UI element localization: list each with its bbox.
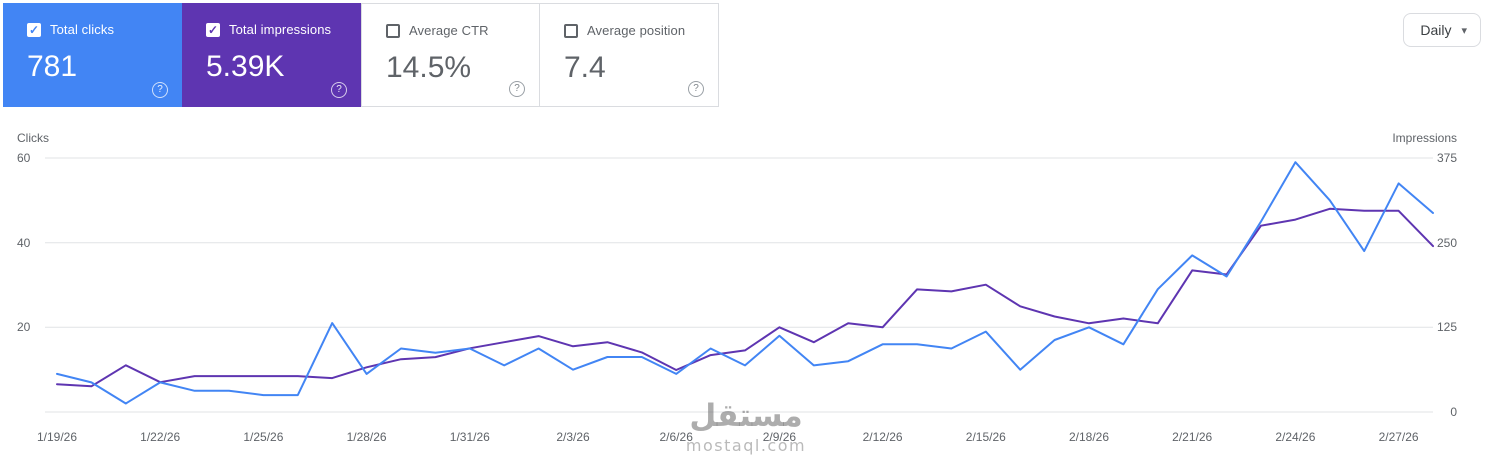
dropdown-selected-label: Daily — [1420, 22, 1452, 38]
right-axis-tick: 0 — [1450, 405, 1457, 419]
total-impressions-value: 5.39K — [206, 50, 285, 83]
metric-cards-row: ✓ Total clicks 781 ? ✓ Total impressions… — [3, 3, 719, 107]
right-axis-tick: 375 — [1436, 151, 1457, 165]
card-header: Average position — [564, 23, 704, 38]
x-axis-tick: 2/6/26 — [659, 430, 693, 444]
right-axis-title: Impressions — [1392, 131, 1457, 145]
x-axis-tick: 1/19/26 — [36, 430, 78, 444]
help-icon[interactable]: ? — [152, 82, 168, 98]
x-axis-tick: 2/9/26 — [762, 430, 797, 444]
date-granularity-dropdown[interactable]: Daily ▾ — [1403, 13, 1481, 47]
total-clicks-label: Total clicks — [50, 22, 115, 37]
chevron-down-icon: ▾ — [1461, 24, 1467, 37]
average-ctr-label: Average CTR — [409, 23, 489, 38]
x-axis-tick: 2/15/26 — [965, 430, 1006, 444]
x-axis-tick: 2/27/26 — [1378, 430, 1419, 444]
card-header: Average CTR — [386, 23, 525, 38]
x-axis-tick: 1/28/26 — [346, 430, 387, 444]
right-axis-tick: 250 — [1436, 235, 1457, 250]
clicks-line — [56, 161, 1434, 405]
left-axis-tick: 20 — [17, 320, 31, 335]
x-axis-tick: 1/31/26 — [449, 430, 490, 444]
x-axis-tick: 2/18/26 — [1068, 430, 1110, 444]
average-position-card[interactable]: Average position 7.4 ? — [540, 3, 719, 107]
total-impressions-checkbox[interactable]: ✓ — [206, 22, 220, 37]
average-position-checkbox[interactable] — [564, 23, 578, 38]
card-header: ✓ Total impressions — [206, 22, 347, 37]
impressions-line — [56, 207, 1434, 388]
x-axis-tick: 2/3/26 — [556, 430, 590, 444]
help-icon[interactable]: ? — [509, 81, 525, 97]
left-axis-title: Clicks — [17, 131, 49, 145]
x-axis-tick: 1/25/26 — [243, 430, 284, 444]
total-impressions-card[interactable]: ✓ Total impressions 5.39K ? — [182, 3, 361, 107]
average-ctr-value: 14.5% — [386, 51, 472, 84]
average-ctr-checkbox[interactable] — [386, 23, 400, 38]
total-clicks-value: 781 — [27, 50, 78, 83]
x-axis-tick: 2/21/26 — [1172, 430, 1213, 444]
left-axis-tick: 60 — [17, 151, 31, 165]
total-clicks-card[interactable]: ✓ Total clicks 781 ? — [3, 3, 182, 107]
help-icon[interactable]: ? — [688, 81, 704, 97]
average-ctr-card[interactable]: Average CTR 14.5% ? — [361, 3, 540, 107]
total-impressions-label: Total impressions — [229, 22, 332, 37]
x-axis-tick: 1/22/26 — [140, 430, 181, 444]
average-position-label: Average position — [587, 23, 686, 38]
x-axis-tick: 2/24/26 — [1275, 430, 1316, 444]
x-axis-tick: 2/12/26 — [862, 430, 903, 444]
checkmark-icon: ✓ — [207, 22, 219, 37]
card-header: ✓ Total clicks — [27, 22, 168, 37]
left-axis-tick: 40 — [17, 235, 31, 250]
help-icon[interactable]: ? — [331, 82, 347, 98]
average-position-value: 7.4 — [564, 51, 606, 84]
right-axis-tick: 125 — [1436, 320, 1457, 335]
total-clicks-checkbox[interactable]: ✓ — [27, 22, 41, 37]
checkmark-icon: ✓ — [28, 22, 40, 37]
